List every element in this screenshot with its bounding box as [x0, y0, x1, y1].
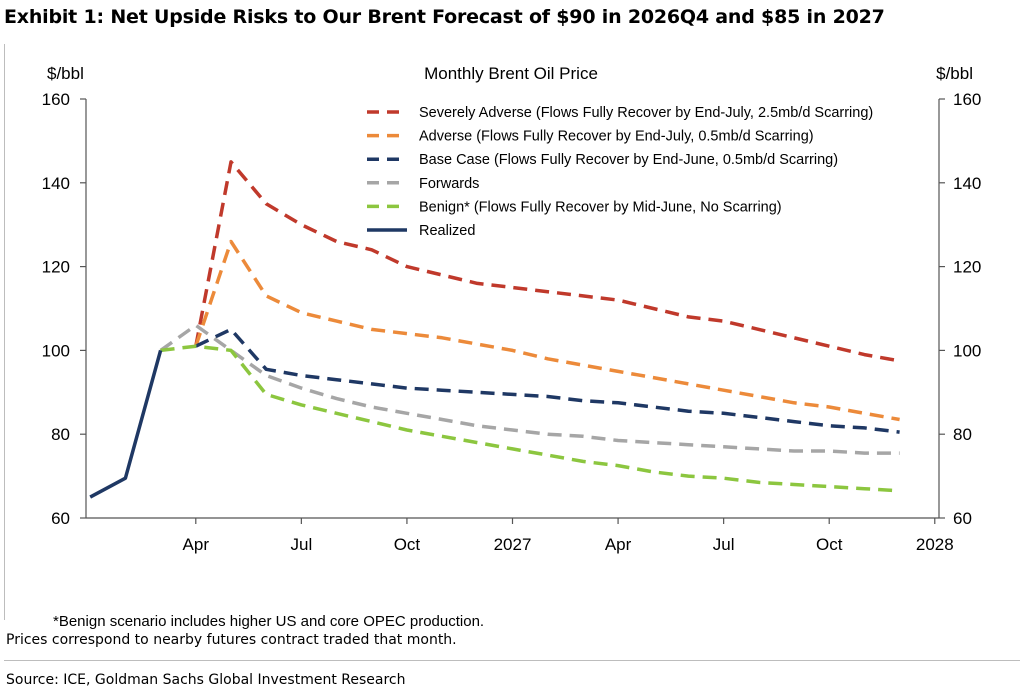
- y-tick-label-right: 80: [953, 425, 972, 444]
- y-tick-label-right: 60: [953, 509, 972, 528]
- legend-entry-2: Base Case (Flows Fully Recover by End-Ju…: [419, 152, 838, 168]
- series-line-1: [194, 239, 900, 422]
- y-tick-label-left: 120: [42, 258, 70, 277]
- series-line-4: [160, 344, 900, 493]
- x-tick-label: Jul: [713, 535, 735, 554]
- x-tick-label: 2028: [916, 535, 954, 554]
- chart-svg: Monthly Brent Oil Price $/bbl $/bbl 60 60…: [42, 64, 982, 554]
- y-tick-label-left: 80: [51, 425, 70, 444]
- legend-entry-3: Forwards: [419, 176, 479, 192]
- x-tick-label: Oct: [394, 535, 421, 554]
- y-tick-label-right: 120: [953, 258, 981, 277]
- series-lines: [89, 160, 900, 499]
- y-tick-label-right: 100: [953, 341, 981, 360]
- series-line-0: [194, 160, 900, 363]
- legend-entry-0: Severely Adverse (Flows Fully Recover by…: [419, 105, 873, 121]
- y-tick-label-left: 140: [42, 174, 70, 193]
- chart-title: Monthly Brent Oil Price: [424, 64, 598, 83]
- chart-frame: Monthly Brent Oil Price $/bbl $/bbl 60 60…: [4, 44, 1017, 630]
- legend-entry-4: Benign* (Flows Fully Recover by Mid-June…: [419, 199, 782, 215]
- legend: Severely Adverse (Flows Fully Recover by…: [367, 105, 873, 239]
- x-tick-label: 2027: [494, 535, 532, 554]
- legend-entry-1: Adverse (Flows Fully Recover by End-July…: [419, 129, 814, 145]
- y-axis-label-left: $/bbl: [47, 64, 84, 83]
- y-axis-label-right: $/bbl: [936, 64, 973, 83]
- x-tick-label: Apr: [183, 535, 210, 554]
- legend-entry-5: Realized: [419, 223, 475, 239]
- y-tick-label-left: 160: [42, 90, 70, 109]
- divider: [4, 660, 1020, 661]
- axes: 60 60 80 80 100 100 120 120 140 140 160 160 Apr Jul Oc…: [42, 90, 982, 554]
- x-tick-label: Apr: [605, 535, 632, 554]
- series-line-2: [195, 327, 900, 434]
- series-line-5: [89, 349, 163, 499]
- chart-footnote: *Benign scenario includes higher US and …: [53, 613, 485, 630]
- y-tick-label-right: 160: [953, 90, 981, 109]
- y-tick-label-left: 100: [42, 341, 70, 360]
- y-tick-label-right: 140: [953, 174, 981, 193]
- x-tick-label: Oct: [816, 535, 843, 554]
- y-tick-label-left: 60: [51, 509, 70, 528]
- x-tick-label: Jul: [290, 535, 312, 554]
- source-line: Source: ICE, Goldman Sachs Global Invest…: [6, 672, 406, 688]
- series-line-3: [159, 323, 900, 455]
- price-note: Prices correspond to nearby futures cont…: [6, 632, 457, 648]
- exhibit-title: Exhibit 1: Net Upside Risks to Our Brent…: [4, 6, 885, 28]
